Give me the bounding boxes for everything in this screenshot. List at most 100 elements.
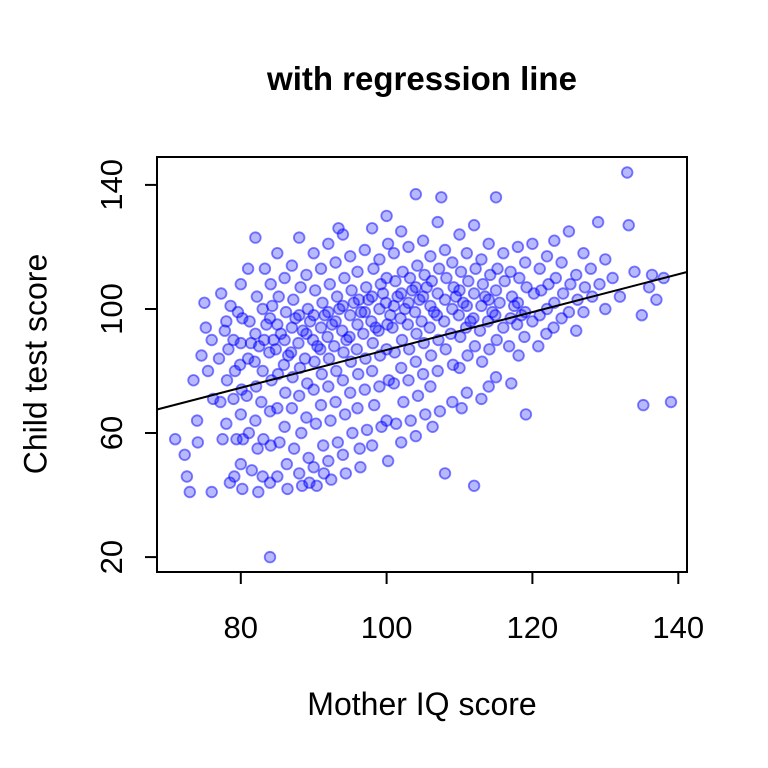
data-point <box>526 237 539 251</box>
data-point <box>292 336 305 350</box>
data-point <box>287 293 300 306</box>
data-point <box>329 315 342 328</box>
data-point <box>266 299 279 313</box>
data-point <box>461 349 474 362</box>
data-point <box>199 321 213 334</box>
y-tick-label: 20 <box>94 540 129 574</box>
data-point <box>191 436 205 449</box>
data-point <box>314 398 328 412</box>
data-point <box>271 246 284 260</box>
data-point <box>322 454 335 468</box>
data-point <box>331 436 345 449</box>
data-point <box>187 374 200 387</box>
data-point <box>439 343 452 356</box>
data-point <box>212 352 226 365</box>
data-point <box>263 346 276 359</box>
data-point <box>344 309 357 322</box>
data-point <box>409 429 423 443</box>
data-point <box>423 321 436 334</box>
x-axis-label: Mother IQ score <box>307 686 537 722</box>
data-point <box>323 278 337 291</box>
data-point <box>438 467 452 480</box>
data-point <box>365 222 379 235</box>
data-point <box>460 386 474 399</box>
data-point <box>243 315 256 328</box>
data-point <box>220 315 233 328</box>
data-point <box>351 402 364 415</box>
data-point <box>354 305 368 319</box>
data-point <box>358 243 372 257</box>
data-point <box>352 367 365 381</box>
data-point <box>365 439 379 452</box>
data-point <box>343 330 356 344</box>
data-point <box>322 352 336 365</box>
data-point <box>493 296 506 310</box>
data-point <box>222 343 235 356</box>
data-point <box>606 271 619 285</box>
data-point <box>218 324 232 337</box>
data-point <box>540 250 554 263</box>
data-point <box>344 386 357 399</box>
data-point <box>330 364 343 378</box>
data-point <box>308 355 321 368</box>
data-point <box>490 333 503 347</box>
data-point <box>446 256 459 269</box>
data-point <box>358 383 372 396</box>
data-point <box>532 340 545 353</box>
data-point <box>549 271 563 285</box>
data-point <box>599 302 612 316</box>
data-point <box>271 402 284 415</box>
data-point <box>178 448 191 462</box>
data-point <box>373 380 386 393</box>
data-point <box>190 414 204 427</box>
data-point <box>462 274 475 288</box>
data-point <box>307 383 320 396</box>
data-point <box>635 309 649 322</box>
data-point <box>293 467 306 480</box>
data-point <box>236 482 249 496</box>
data-point <box>416 367 430 381</box>
data-point <box>372 324 385 337</box>
data-point <box>591 215 605 229</box>
data-point <box>409 187 423 201</box>
data-point <box>344 250 357 263</box>
data-point <box>249 414 262 427</box>
data-point <box>234 336 248 350</box>
data-point <box>395 333 409 347</box>
data-point <box>345 284 358 297</box>
data-point <box>431 364 444 378</box>
y-tick-label: 60 <box>94 416 129 450</box>
data-point <box>467 218 481 232</box>
data-point <box>350 343 364 356</box>
data-point <box>302 451 315 465</box>
data-point <box>482 380 495 393</box>
data-point <box>645 268 659 282</box>
data-point <box>227 392 240 406</box>
data-point <box>387 246 401 260</box>
x-tick-label: 120 <box>507 610 559 645</box>
data-point <box>411 259 424 272</box>
data-point <box>314 321 328 334</box>
data-point <box>373 253 386 266</box>
data-point <box>183 485 197 499</box>
data-point <box>402 296 415 310</box>
data-point <box>395 361 408 375</box>
data-point <box>467 312 480 325</box>
data-point <box>664 395 678 409</box>
data-point <box>351 265 364 279</box>
data-point <box>519 408 533 421</box>
data-point <box>504 265 517 279</box>
data-point <box>293 231 306 244</box>
data-point <box>389 417 403 430</box>
data-point <box>578 281 592 294</box>
data-point <box>453 361 466 375</box>
data-point <box>300 268 313 282</box>
data-point <box>467 479 481 493</box>
data-point <box>281 482 294 496</box>
x-tick-label: 80 <box>224 610 258 645</box>
data-point <box>279 305 293 319</box>
data-point <box>489 371 503 384</box>
data-point <box>555 256 568 269</box>
data-point <box>339 467 353 480</box>
